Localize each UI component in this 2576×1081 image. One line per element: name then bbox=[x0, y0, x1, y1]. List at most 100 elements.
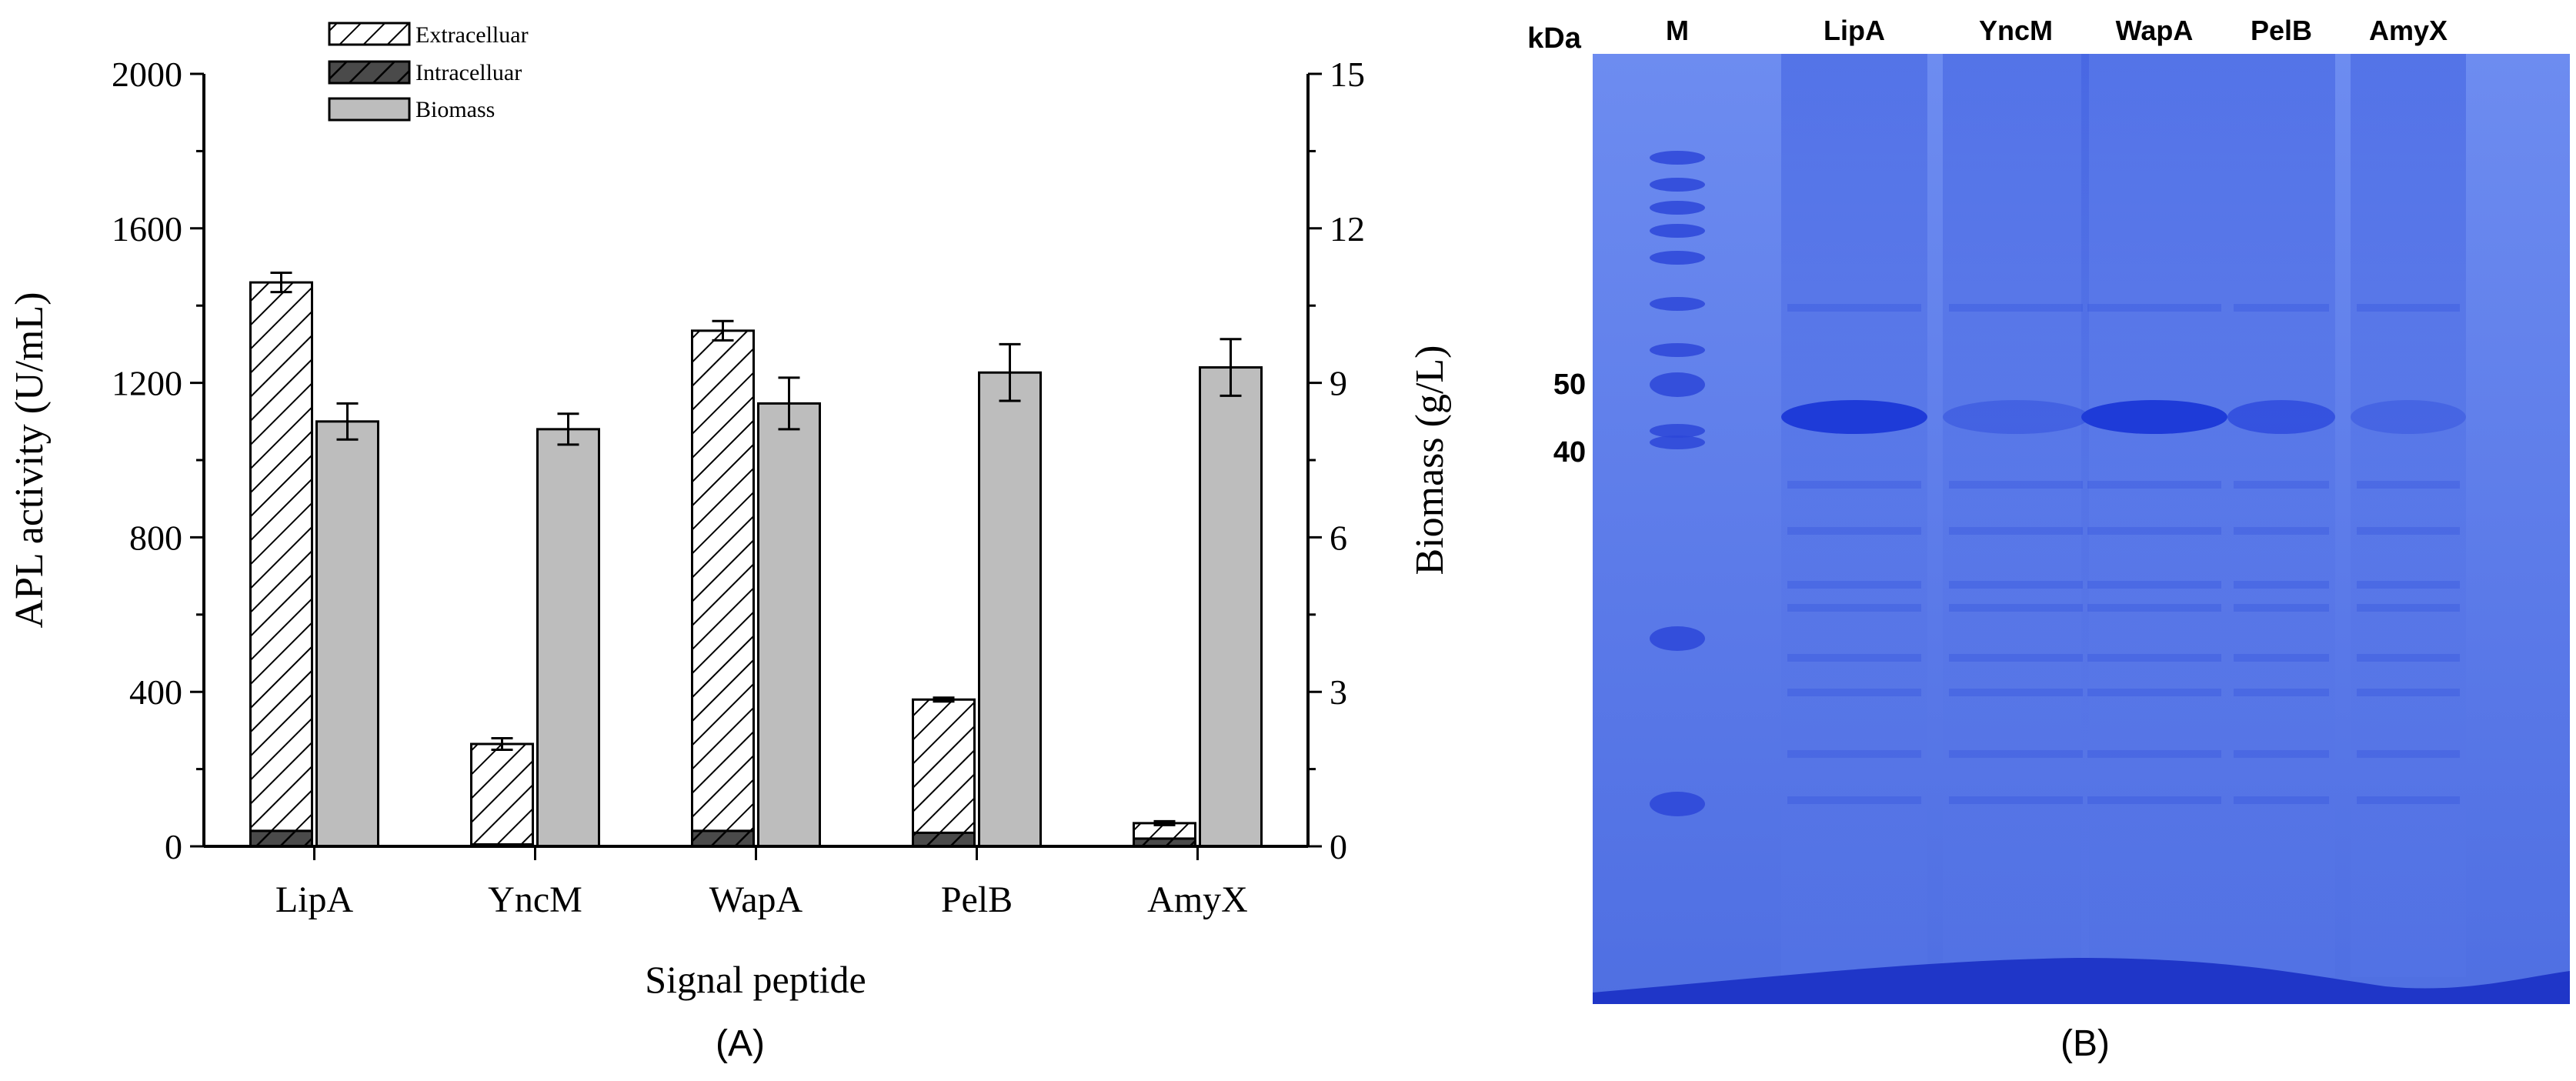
legend-swatch-biomass bbox=[328, 97, 411, 122]
x-tick-label-pelb: PelB bbox=[941, 879, 1013, 920]
legend-swatch-extracellular bbox=[328, 22, 411, 46]
target-band-amyx bbox=[2351, 400, 2466, 434]
y-tick-label-400: 400 bbox=[129, 672, 182, 712]
marker-band bbox=[1650, 251, 1705, 265]
panel-b-label: (B) bbox=[2060, 1023, 2110, 1064]
error-bars-group bbox=[270, 272, 1242, 826]
lane-label-yncm: YncM bbox=[1979, 15, 2053, 46]
faint-band bbox=[1949, 654, 2083, 662]
faint-band bbox=[1949, 481, 2083, 489]
marker-band bbox=[1650, 424, 1705, 438]
gel-lane-amyx bbox=[2351, 54, 2466, 977]
faint-band bbox=[1787, 604, 1921, 612]
kda-label: kDa bbox=[1527, 22, 1582, 55]
faint-band bbox=[1787, 527, 1921, 535]
faint-band bbox=[1949, 750, 2083, 758]
faint-band bbox=[2087, 689, 2221, 696]
faint-band bbox=[1787, 796, 1921, 804]
chart-panel-a: LipA YncM WapA PelB AmyX 0 400 800 1200 1600 2000 0… bbox=[8, 22, 1452, 1064]
marker-band bbox=[1650, 372, 1705, 397]
y-tick-label-0: 0 bbox=[165, 827, 182, 866]
faint-band bbox=[2087, 527, 2221, 535]
faint-band bbox=[1787, 481, 1921, 489]
marker-band bbox=[1650, 151, 1705, 165]
faint-band bbox=[2357, 304, 2460, 312]
faint-band bbox=[2087, 796, 2221, 804]
faint-band bbox=[2234, 750, 2329, 758]
gel-lanes bbox=[1781, 54, 2466, 977]
target-band-pelb bbox=[2227, 400, 2335, 434]
faint-band bbox=[2234, 604, 2329, 612]
faint-band bbox=[1949, 581, 2083, 589]
ticks-group: LipA YncM WapA PelB AmyX 0 400 800 1200 1600 2000 0… bbox=[112, 55, 1365, 920]
y2-tick-label-0: 0 bbox=[1330, 827, 1347, 866]
lane-label-m: M bbox=[1666, 15, 1689, 46]
bar-intracellular-lipa bbox=[249, 829, 313, 848]
marker-band bbox=[1650, 626, 1705, 651]
target-band-lipa bbox=[1781, 400, 1927, 434]
faint-band bbox=[2357, 581, 2460, 589]
faint-band bbox=[2087, 304, 2221, 312]
marker-band bbox=[1650, 224, 1705, 238]
gel-lane-wapa bbox=[2081, 54, 2227, 977]
faint-band bbox=[2234, 654, 2329, 662]
faint-band bbox=[1949, 689, 2083, 696]
bar-biomass-pelb bbox=[978, 371, 1042, 848]
lane-labels: M LipA YncM WapA PelB AmyX bbox=[1666, 15, 2448, 46]
bar-extracellular-pelb bbox=[912, 698, 976, 834]
legend-label-extracellular: Extracelluar bbox=[415, 22, 529, 48]
y-axis-label: APL activity (U/mL) bbox=[8, 292, 52, 628]
y2-axis-label: Biomass (g/L) bbox=[1408, 345, 1452, 576]
target-band-wapa bbox=[2081, 400, 2227, 434]
marker-band bbox=[1650, 201, 1705, 215]
y2-tick-label-15: 15 bbox=[1330, 55, 1365, 94]
faint-band bbox=[2234, 481, 2329, 489]
faint-band bbox=[2087, 581, 2221, 589]
gel-lane-lipa bbox=[1781, 54, 1927, 977]
x-tick-label-wapa: WapA bbox=[709, 879, 803, 920]
gel-bands bbox=[1650, 151, 2466, 816]
bar-intracellular-wapa bbox=[691, 829, 755, 848]
x-tick-label-amyx: AmyX bbox=[1147, 879, 1248, 920]
faint-band bbox=[2357, 654, 2460, 662]
faint-band bbox=[1787, 750, 1921, 758]
marker-label-50: 50 bbox=[1553, 369, 1586, 401]
faint-band bbox=[1787, 581, 1921, 589]
y-tick-label-1600: 1600 bbox=[112, 209, 182, 249]
marker-band bbox=[1650, 178, 1705, 192]
faint-band bbox=[2087, 654, 2221, 662]
y2-tick-label-3: 3 bbox=[1330, 672, 1347, 712]
faint-band bbox=[2357, 604, 2460, 612]
gel-lane-yncm bbox=[1943, 54, 2089, 977]
lane-label-amyx: AmyX bbox=[2369, 15, 2448, 46]
faint-band bbox=[1949, 527, 2083, 535]
faint-band bbox=[2087, 604, 2221, 612]
faint-band bbox=[2087, 481, 2221, 489]
faint-band bbox=[2234, 796, 2329, 804]
faint-band bbox=[2234, 581, 2329, 589]
gel-panel-b: kDa M LipA YncM WapA PelB AmyX 50 40 (B) bbox=[1527, 15, 2570, 1064]
faint-band bbox=[2357, 527, 2460, 535]
x-tick-label-lipa: LipA bbox=[275, 879, 354, 920]
faint-band bbox=[2234, 689, 2329, 696]
bar-biomass-wapa bbox=[757, 402, 821, 848]
gel-lane-pelb bbox=[2227, 54, 2335, 977]
faint-band bbox=[2234, 304, 2329, 312]
panel-a-label: (A) bbox=[716, 1023, 765, 1064]
marker-band bbox=[1650, 792, 1705, 816]
y-tick-label-800: 800 bbox=[129, 518, 182, 557]
y-tick-label-2000: 2000 bbox=[112, 55, 182, 94]
legend-label-intracellular: Intracelluar bbox=[415, 60, 522, 85]
faint-band bbox=[1787, 654, 1921, 662]
y2-tick-label-9: 9 bbox=[1330, 364, 1347, 403]
faint-band bbox=[1949, 604, 2083, 612]
bar-biomass-yncm bbox=[536, 428, 600, 848]
lane-label-wapa: WapA bbox=[2116, 15, 2194, 46]
bars-group bbox=[249, 281, 1263, 848]
legend: Extracelluar Intracelluar Biomass bbox=[328, 22, 529, 122]
lane-label-pelb: PelB bbox=[2251, 15, 2312, 46]
bar-biomass-lipa bbox=[315, 420, 379, 848]
bar-extracellular-yncm bbox=[470, 742, 534, 846]
faint-band bbox=[2087, 750, 2221, 758]
